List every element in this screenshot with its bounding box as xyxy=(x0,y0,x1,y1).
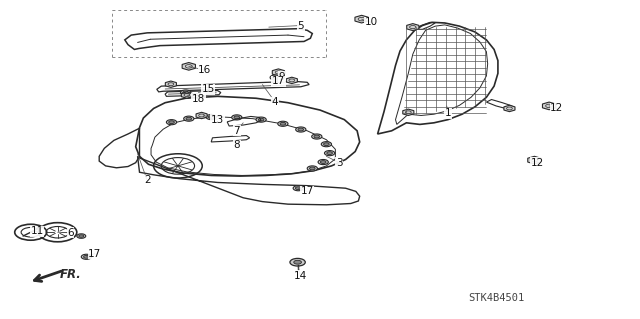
Text: 9: 9 xyxy=(278,71,285,82)
Polygon shape xyxy=(528,156,541,164)
Circle shape xyxy=(169,121,174,123)
Polygon shape xyxy=(543,102,556,110)
Text: 12: 12 xyxy=(531,158,544,168)
Circle shape xyxy=(318,160,328,165)
Circle shape xyxy=(81,254,92,259)
Circle shape xyxy=(79,235,84,237)
Polygon shape xyxy=(196,112,207,119)
Text: 1: 1 xyxy=(445,108,451,118)
Text: 3: 3 xyxy=(336,158,342,168)
Text: 18: 18 xyxy=(192,94,205,104)
Circle shape xyxy=(270,75,280,80)
Circle shape xyxy=(256,117,266,122)
Text: 4: 4 xyxy=(272,97,278,107)
Text: 2: 2 xyxy=(144,175,150,185)
Circle shape xyxy=(259,118,264,121)
Circle shape xyxy=(312,134,322,139)
Text: 16: 16 xyxy=(198,65,211,75)
Text: 14: 14 xyxy=(294,271,307,281)
Circle shape xyxy=(298,128,303,131)
Text: 11: 11 xyxy=(31,226,44,236)
Polygon shape xyxy=(181,92,193,98)
Text: 17: 17 xyxy=(301,186,314,197)
Text: 10: 10 xyxy=(365,17,378,27)
Circle shape xyxy=(280,122,285,125)
Polygon shape xyxy=(165,81,177,87)
Circle shape xyxy=(180,90,191,95)
Polygon shape xyxy=(182,63,195,70)
Circle shape xyxy=(307,166,317,171)
Circle shape xyxy=(186,117,191,120)
Circle shape xyxy=(327,152,332,154)
Circle shape xyxy=(290,258,305,266)
Circle shape xyxy=(184,116,194,121)
Circle shape xyxy=(234,116,239,119)
Polygon shape xyxy=(355,15,368,23)
Circle shape xyxy=(293,186,303,191)
Circle shape xyxy=(183,91,188,94)
Text: 5: 5 xyxy=(298,20,304,31)
Text: STK4B4501: STK4B4501 xyxy=(468,293,524,303)
Circle shape xyxy=(278,121,288,126)
Circle shape xyxy=(321,142,332,147)
Circle shape xyxy=(232,115,242,120)
Text: 15: 15 xyxy=(202,84,214,94)
Circle shape xyxy=(296,127,306,132)
Text: 7: 7 xyxy=(234,126,240,136)
Circle shape xyxy=(321,161,326,163)
Text: 6: 6 xyxy=(67,228,74,238)
Circle shape xyxy=(314,135,319,138)
Text: 13: 13 xyxy=(211,115,224,125)
Circle shape xyxy=(324,151,335,156)
Polygon shape xyxy=(272,69,285,76)
Polygon shape xyxy=(504,105,515,112)
Text: 17: 17 xyxy=(272,76,285,86)
Polygon shape xyxy=(286,77,298,84)
Circle shape xyxy=(273,76,278,79)
Text: 8: 8 xyxy=(234,140,240,150)
Circle shape xyxy=(296,187,301,189)
Polygon shape xyxy=(403,109,414,115)
Circle shape xyxy=(84,256,89,258)
Circle shape xyxy=(206,115,216,120)
Text: 12: 12 xyxy=(550,103,563,114)
Circle shape xyxy=(310,167,315,170)
Circle shape xyxy=(209,116,214,118)
Circle shape xyxy=(166,120,177,125)
Text: 17: 17 xyxy=(88,249,101,259)
Circle shape xyxy=(294,260,301,264)
Circle shape xyxy=(77,234,86,238)
Text: FR.: FR. xyxy=(60,268,81,281)
Circle shape xyxy=(324,143,329,145)
Polygon shape xyxy=(406,24,419,31)
